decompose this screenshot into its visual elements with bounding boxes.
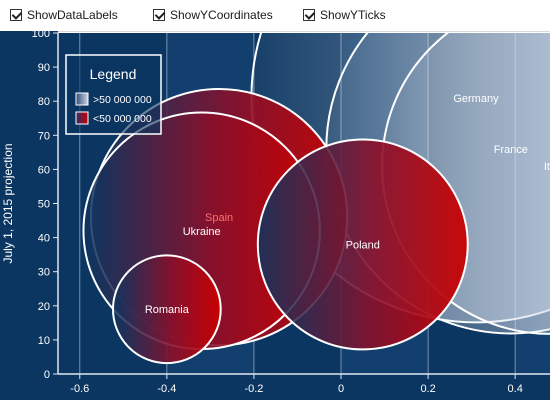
x-tick-label: -0.4 (157, 383, 176, 395)
bubble-data-label: France (494, 144, 528, 156)
x-axis-panel (58, 374, 550, 400)
y-tick-label: 70 (38, 130, 50, 142)
checkbox-box[interactable] (303, 9, 315, 21)
x-tick-label: 0 (338, 383, 344, 395)
show-y-coordinates-checkbox[interactable]: ShowYCoordinates (153, 7, 273, 23)
bubble (256, 138, 469, 351)
show-data-labels-checkbox[interactable]: ShowDataLabels (10, 7, 118, 23)
bubble-chart-svg: 0 10 20 30 40 50 60 70 80 90 100 -0.6 -0.4 -0.2 0 0.2 0.… (0, 28, 550, 400)
show-y-ticks-checkbox[interactable]: ShowYTicks (303, 7, 386, 23)
bubble-chart: 0 10 20 30 40 50 60 70 80 90 100 -0.6 -0.4 -0.2 0 0.2 0.… (0, 28, 550, 400)
y-tick-label: 0 (44, 369, 50, 381)
checkbox-box[interactable] (153, 9, 165, 21)
bubble-data-label: Ita (544, 161, 550, 173)
y-tick-label: 30 (38, 267, 50, 279)
checkbox-box[interactable] (10, 9, 22, 21)
bubble (111, 254, 222, 365)
y-tick-label: 10 (38, 335, 50, 347)
bubble-data-label: Ukraine (183, 226, 221, 238)
x-tick-label: 0.2 (420, 383, 435, 395)
axis-panel (0, 31, 58, 400)
show-y-ticks-label: ShowYTicks (320, 8, 386, 22)
legend-title: Legend (90, 66, 137, 82)
legend-entry-label: <50 000 000 (93, 113, 152, 125)
y-tick-label: 40 (38, 233, 50, 245)
y-tick-label: 80 (38, 96, 50, 108)
bubbles-group (82, 33, 550, 365)
y-axis-title: July 1, 2015 projection (1, 143, 15, 263)
bubble-data-label: Romania (145, 304, 190, 316)
y-tick-label: 60 (38, 164, 50, 176)
chart-options-toolbar: ShowDataLabels ShowYCoordinates ShowYTic… (0, 0, 550, 32)
x-tick-label: -0.6 (70, 383, 89, 395)
y-tick-label: 50 (38, 199, 50, 211)
legend: Legend >50 000 000 <50 000 000 (65, 54, 162, 135)
x-tick-label: 0.4 (508, 383, 523, 395)
bubble-data-label: Germany (453, 93, 499, 105)
y-tick-label: 100 (32, 31, 50, 40)
legend-entry-label: >50 000 000 (93, 94, 152, 106)
legend-swatch (75, 92, 89, 106)
bubble-data-label: Poland (346, 239, 380, 251)
bubble-data-label: Spain (205, 212, 233, 224)
x-tick-label: -0.2 (244, 383, 263, 395)
y-tick-label: 20 (38, 301, 50, 313)
y-tick-label: 90 (38, 62, 50, 74)
show-y-coordinates-label: ShowYCoordinates (170, 8, 273, 22)
show-data-labels-label: ShowDataLabels (27, 8, 118, 22)
bubble-labels-group: Germany France Ita Spain Ukraine Poland Romani… (145, 93, 550, 316)
legend-swatch (75, 111, 89, 125)
